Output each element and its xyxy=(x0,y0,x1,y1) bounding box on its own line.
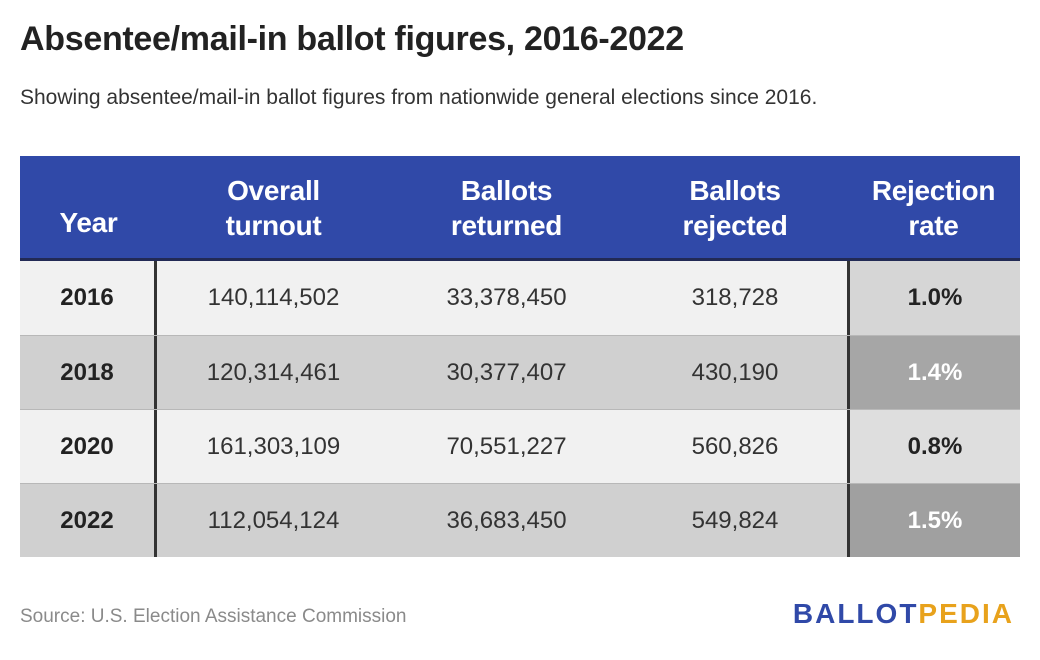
cell-ballots-rejected: 430,190 xyxy=(691,358,779,386)
header-year: Year xyxy=(20,156,157,258)
header-ballots-rejected-line1: Ballots xyxy=(689,175,781,206)
header-overall-turnout: Overall turnout xyxy=(157,156,390,258)
logo-part-ballot: BALLOT xyxy=(792,598,919,629)
chart-subtitle: Showing absentee/mail-in ballot figures … xyxy=(20,86,818,109)
header-rejection-rate: Rejection rate xyxy=(847,156,1020,258)
cell-ballots-returned: 30,377,407 xyxy=(446,358,567,386)
table-header: Year Overall turnout Ballots returned Ba… xyxy=(20,156,1020,261)
table-row: 2022 112,054,124 36,683,450 549,824 1.5% xyxy=(20,483,1020,557)
cell-rejection-rate: 1.5% xyxy=(847,484,1020,557)
header-rejection-rate-line1: Rejection xyxy=(871,175,996,206)
cell-year: 2022 xyxy=(20,484,157,557)
cell-ballots-rejected: 318,728 xyxy=(691,284,779,311)
table-row: 2016 140,114,502 33,378,450 318,728 1.0% xyxy=(20,261,1020,335)
header-rejection-rate-line2: rate xyxy=(908,210,959,241)
cell-ballots-rejected: 560,826 xyxy=(691,432,779,460)
header-overall-turnout-line2: turnout xyxy=(225,210,322,241)
cell-rejection-rate: 1.0% xyxy=(847,261,1020,335)
source-note: Source: U.S. Election Assistance Commiss… xyxy=(20,606,407,627)
header-overall-turnout-line1: Overall xyxy=(227,175,320,206)
logo-part-pedia: PEDIA xyxy=(918,598,1014,629)
cell-year: 2020 xyxy=(20,410,157,483)
cell-rejection-rate: 0.8% xyxy=(847,410,1020,483)
chart-title: Absentee/mail-in ballot figures, 2016-20… xyxy=(20,20,684,58)
cell-ballots-returned: 33,378,450 xyxy=(446,284,567,311)
cell-overall-turnout: 140,114,502 xyxy=(207,284,340,311)
header-ballots-returned: Ballots returned xyxy=(390,156,623,258)
table-row: 2018 120,314,461 30,377,407 430,190 1.4% xyxy=(20,335,1020,409)
header-year-label: Year xyxy=(59,207,118,238)
cell-ballots-returned: 36,683,450 xyxy=(446,506,567,534)
header-ballots-returned-line2: returned xyxy=(450,210,563,241)
cell-overall-turnout: 120,314,461 xyxy=(206,358,341,386)
cell-overall-turnout: 161,303,109 xyxy=(206,432,341,460)
cell-rejection-rate: 1.4% xyxy=(847,336,1020,409)
cell-year: 2018 xyxy=(20,336,157,409)
header-ballots-rejected: Ballots rejected xyxy=(623,156,847,258)
cell-year: 2016 xyxy=(20,261,157,335)
cell-ballots-rejected: 549,824 xyxy=(691,506,779,534)
header-ballots-rejected-line2: rejected xyxy=(682,210,788,241)
cell-ballots-returned: 70,551,227 xyxy=(446,432,567,460)
cell-overall-turnout: 112,054,124 xyxy=(207,506,340,534)
data-table: Year Overall turnout Ballots returned Ba… xyxy=(20,156,1020,557)
table-row: 2020 161,303,109 70,551,227 560,826 0.8% xyxy=(20,409,1020,483)
ballotpedia-logo: BALLOTPEDIA xyxy=(793,598,1014,630)
header-ballots-returned-line1: Ballots xyxy=(460,175,553,206)
